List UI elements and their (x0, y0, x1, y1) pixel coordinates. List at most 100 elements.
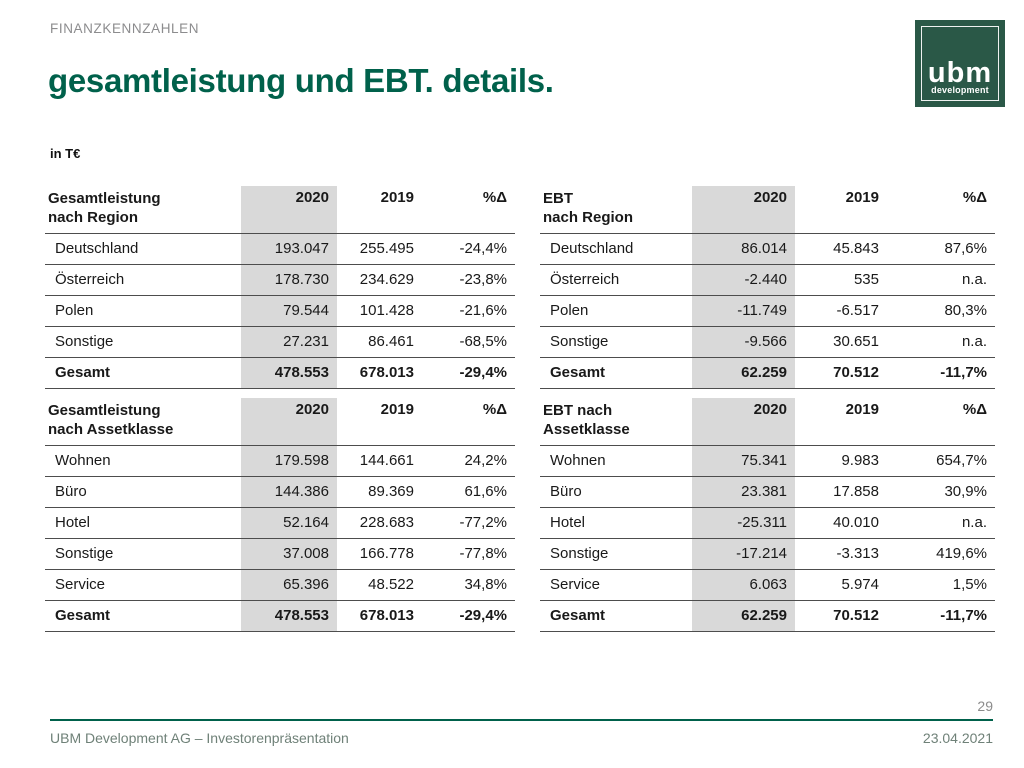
logo-subtext: development (931, 85, 989, 95)
value-delta: -68,5% (459, 333, 507, 350)
value-2020: 179.598 (241, 445, 337, 476)
row-label: Sonstige (550, 545, 609, 562)
table-gesamtleistung-nach-assetklasse: Gesamtleistung nach Assetklasse 2020 2019 %Δ… (45, 398, 515, 632)
value-2020: 65.396 (241, 569, 337, 600)
table-title-line: nach Assetklasse (48, 421, 174, 438)
table-title: Gesamtleistung nach Assetklasse (45, 398, 241, 445)
value-2019: 17.858 (833, 483, 879, 500)
value-2019: 89.369 (368, 483, 414, 500)
col-header-delta: %Δ (482, 189, 507, 206)
row-label: Sonstige (55, 333, 114, 350)
table-title: Gesamtleistung nach Region (45, 186, 241, 233)
value-2020: 144.386 (241, 476, 337, 507)
value-2019: 535 (853, 271, 879, 288)
col-header-2019: 2019 (380, 401, 414, 418)
col-header-2020: 2020 (241, 186, 337, 233)
row-label: Wohnen (55, 452, 111, 469)
col-header-2019: 2019 (845, 401, 879, 418)
table-row: Büro 23.381 17.858 30,9% (540, 476, 995, 507)
table-row: Sonstige -9.566 30.651 n.a. (540, 326, 995, 357)
row-label: Deutschland (550, 240, 634, 257)
data-table-ebt-nach-region: EBT nach Region 2020 2019 %Δ Deutschland 86.01… (540, 186, 995, 389)
total-value-2020: 62.259 (692, 357, 795, 388)
value-2020: 37.008 (241, 538, 337, 569)
value-2019: 5.974 (841, 576, 879, 593)
value-delta: -77,8% (459, 545, 507, 562)
total-label: Gesamt (550, 364, 606, 381)
table-row: Österreich -2.440 535 n.a. (540, 264, 995, 295)
value-delta: 80,3% (944, 302, 987, 319)
total-value-delta: -11,7% (940, 364, 987, 381)
table-title-line: Assetklasse (543, 421, 630, 438)
value-delta: n.a. (961, 514, 987, 531)
table-header-row: EBT nach Region 2020 2019 %Δ (540, 186, 995, 233)
table-total-row: Gesamt 62.259 70.512 -11,7% (540, 600, 995, 631)
table-ebt-nach-assetklasse: EBT nach Assetklasse 2020 2019 %Δ Wohnen 75.34… (540, 398, 995, 632)
table-row: Service 65.396 48.522 34,8% (45, 569, 515, 600)
value-2019: 228.683 (359, 514, 414, 531)
value-delta: n.a. (961, 333, 987, 350)
table-title-line: Gesamtleistung (48, 402, 161, 419)
value-2020: 6.063 (692, 569, 795, 600)
table-ebt-nach-region: EBT nach Region 2020 2019 %Δ Deutschland 86.01… (540, 186, 995, 389)
table-row: Hotel -25.311 40.010 n.a. (540, 507, 995, 538)
value-2019: 48.522 (368, 576, 414, 593)
total-value-2020: 478.553 (241, 357, 337, 388)
total-value-2019: 678.013 (359, 364, 414, 381)
value-2020: -11.749 (692, 295, 795, 326)
value-2019: 144.661 (359, 452, 414, 469)
total-value-delta: -29,4% (459, 364, 507, 381)
total-value-delta: -11,7% (940, 607, 987, 624)
table-header-row: Gesamtleistung nach Region 2020 2019 %Δ (45, 186, 515, 233)
table-row: Sonstige -17.214 -3.313 419,6% (540, 538, 995, 569)
col-header-2020: 2020 (692, 398, 795, 445)
table-row: Polen -11.749 -6.517 80,3% (540, 295, 995, 326)
table-row: Wohnen 75.341 9.983 654,7% (540, 445, 995, 476)
data-table-gesamtleistung-nach-assetklasse: Gesamtleistung nach Assetklasse 2020 2019 %Δ… (45, 398, 515, 632)
table-row: Deutschland 193.047 255.495 -24,4% (45, 233, 515, 264)
table-total-row: Gesamt 478.553 678.013 -29,4% (45, 600, 515, 631)
table-gesamtleistung-nach-region: Gesamtleistung nach Region 2020 2019 %Δ Deuts… (45, 186, 515, 389)
col-header-delta: %Δ (962, 401, 987, 418)
row-label: Deutschland (55, 240, 139, 257)
page-title: gesamtleistung und EBT. details. (48, 62, 554, 99)
row-label: Büro (55, 483, 87, 500)
data-table-gesamtleistung-nach-region: Gesamtleistung nach Region 2020 2019 %Δ Deuts… (45, 186, 515, 389)
unit-label: in T€ (50, 146, 81, 161)
value-2019: 166.778 (359, 545, 414, 562)
value-2020: -9.566 (692, 326, 795, 357)
table-header-row: EBT nach Assetklasse 2020 2019 %Δ (540, 398, 995, 445)
table-row: Büro 144.386 89.369 61,6% (45, 476, 515, 507)
value-2020: 193.047 (241, 233, 337, 264)
table-row: Hotel 52.164 228.683 -77,2% (45, 507, 515, 538)
footer-presentation-name: UBM Development AG – Investorenpräsentat… (50, 730, 349, 746)
row-label: Österreich (550, 271, 620, 288)
row-label: Polen (55, 302, 94, 319)
value-2020: 23.381 (692, 476, 795, 507)
value-delta: 30,9% (944, 483, 987, 500)
table-title-line: nach Region (543, 209, 634, 226)
table-title: EBT nach Assetklasse (540, 398, 692, 445)
value-2020: -2.440 (692, 264, 795, 295)
footer-divider-line (50, 719, 993, 721)
value-delta: 34,8% (464, 576, 507, 593)
col-header-delta: %Δ (482, 401, 507, 418)
table-row: Sonstige 27.231 86.461 -68,5% (45, 326, 515, 357)
value-2019: 9.983 (841, 452, 879, 469)
value-2019: 30.651 (833, 333, 879, 350)
total-label: Gesamt (550, 607, 606, 624)
value-2020: 27.231 (241, 326, 337, 357)
value-2019: 234.629 (359, 271, 414, 288)
total-value-2020: 478.553 (241, 600, 337, 631)
row-label: Service (550, 576, 601, 593)
table-total-row: Gesamt 62.259 70.512 -11,7% (540, 357, 995, 388)
table-title-line: Gesamtleistung (48, 190, 161, 207)
table-title: EBT nach Region (540, 186, 692, 233)
row-label: Service (55, 576, 106, 593)
total-label: Gesamt (55, 607, 111, 624)
table-row: Service 6.063 5.974 1,5% (540, 569, 995, 600)
col-header-2019: 2019 (380, 189, 414, 206)
table-title-line: EBT (543, 190, 573, 207)
value-delta: 24,2% (464, 452, 507, 469)
